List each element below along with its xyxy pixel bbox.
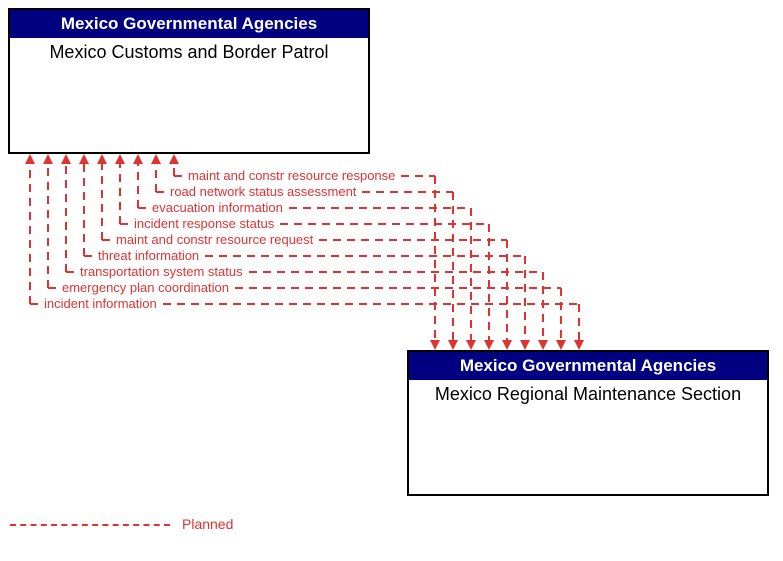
flow-label: emergency plan coordination xyxy=(62,280,229,295)
entity-bottom: Mexico Governmental Agencies Mexico Regi… xyxy=(407,350,769,496)
entity-top: Mexico Governmental Agencies Mexico Cust… xyxy=(8,8,370,154)
flow-label: maint and constr resource request xyxy=(116,232,313,247)
legend-line xyxy=(10,524,170,526)
entity-bottom-header: Mexico Governmental Agencies xyxy=(409,352,767,380)
flow-label: incident response status xyxy=(134,216,274,231)
flow-label: threat information xyxy=(98,248,199,263)
legend-label: Planned xyxy=(182,516,233,532)
flow-label: maint and constr resource response xyxy=(188,168,395,183)
flow-label: incident information xyxy=(44,296,157,311)
entity-top-header: Mexico Governmental Agencies xyxy=(10,10,368,38)
flow-label: transportation system status xyxy=(80,264,243,279)
entity-top-body: Mexico Customs and Border Patrol xyxy=(10,38,368,67)
entity-bottom-body: Mexico Regional Maintenance Section xyxy=(409,380,767,409)
flow-label: road network status assessment xyxy=(170,184,356,199)
flow-label: evacuation information xyxy=(152,200,283,215)
